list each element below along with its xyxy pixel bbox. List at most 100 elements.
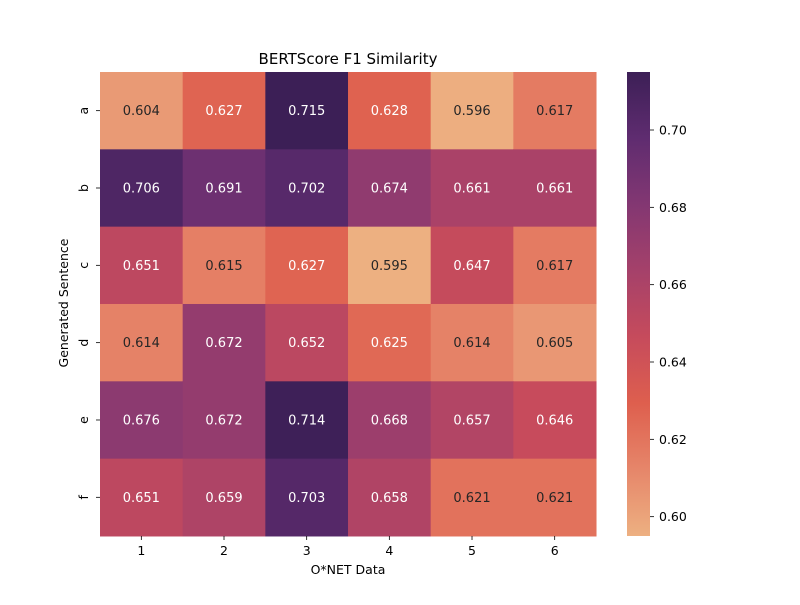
cell-value-label: 0.661 — [453, 181, 490, 196]
cell-value-label: 0.617 — [536, 104, 573, 119]
cell-value-label: 0.672 — [205, 336, 242, 351]
cell-value-label: 0.651 — [123, 259, 160, 274]
heatmap-cell — [182, 303, 266, 382]
heatmap-cell — [182, 226, 266, 305]
heatmap-cell — [430, 381, 514, 460]
cell-value-label: 0.702 — [288, 181, 325, 196]
colorbar-tick-label: 0.64 — [659, 355, 687, 370]
heatmap-cell — [430, 303, 514, 382]
cell-value-label: 0.627 — [288, 259, 325, 274]
heatmap-cell — [100, 149, 184, 228]
colorbar-tick-label: 0.70 — [659, 123, 687, 138]
cell-value-label: 0.715 — [288, 104, 325, 119]
cell-value-label: 0.672 — [205, 413, 242, 428]
heatmap-cell — [430, 72, 514, 150]
heatmap-cell — [265, 149, 349, 228]
heatmap-cell — [265, 458, 349, 537]
cell-value-label: 0.621 — [536, 491, 573, 506]
heatmap-cell — [348, 381, 432, 460]
heatmap-cell — [348, 303, 432, 382]
colorbar-tick-label: 0.60 — [659, 509, 687, 524]
colorbar: 0.60 0.62 0.64 0.66 0.68 0.70 — [627, 72, 687, 536]
cell-value-label: 0.627 — [205, 104, 242, 119]
x-tick-label: 4 — [385, 543, 393, 558]
y-tick-label: e — [76, 416, 91, 424]
y-tick-label: b — [76, 184, 91, 192]
y-axis-label: Generated Sentence — [56, 238, 71, 367]
cell-value-label: 0.706 — [123, 181, 160, 196]
heatmap-cell — [265, 72, 349, 150]
heatmap-cell — [265, 303, 349, 382]
x-tick-labels: 1 2 3 4 5 6 — [137, 535, 559, 558]
cell-value-label: 0.617 — [536, 259, 573, 274]
heatmap-cells: 0.604 0.627 0.715 0.628 0.596 0.617 0.706 0.691… — [100, 72, 597, 537]
heatmap-cell — [513, 149, 597, 228]
cell-value-label: 0.691 — [205, 181, 242, 196]
heatmap-cell — [100, 458, 184, 537]
heatmap-cell — [513, 72, 597, 150]
y-tick-label: d — [76, 339, 91, 347]
heatmap-cell — [430, 458, 514, 537]
heatmap-cell — [100, 381, 184, 460]
cell-value-label: 0.646 — [536, 413, 573, 428]
cell-value-label: 0.668 — [371, 413, 408, 428]
heatmap-cell — [182, 458, 266, 537]
cell-value-label: 0.703 — [288, 491, 325, 506]
chart-title: BERTScore F1 Similarity — [259, 50, 438, 68]
cell-value-label: 0.604 — [123, 104, 160, 119]
y-tick-label: f — [76, 495, 91, 500]
y-tick-labels: a b c d e f — [76, 107, 100, 500]
heatmap-cell — [100, 303, 184, 382]
cell-value-label: 0.676 — [123, 413, 160, 428]
heatmap-cell — [100, 226, 184, 305]
heatmap-cell — [513, 458, 597, 537]
cell-value-label: 0.674 — [371, 181, 408, 196]
heatmap-cell — [513, 381, 597, 460]
x-axis-label: O*NET Data — [311, 562, 386, 577]
cell-value-label: 0.625 — [371, 336, 408, 351]
x-tick-label: 2 — [220, 543, 228, 558]
cell-value-label: 0.621 — [453, 491, 490, 506]
cell-value-label: 0.605 — [536, 336, 573, 351]
y-tick-label: a — [76, 107, 91, 115]
cell-value-label: 0.658 — [371, 491, 408, 506]
cell-value-label: 0.614 — [453, 336, 490, 351]
heatmap-cell — [348, 226, 432, 305]
heatmap-cell — [348, 149, 432, 228]
colorbar-tick-label: 0.62 — [659, 432, 687, 447]
cell-value-label: 0.651 — [123, 491, 160, 506]
cell-value-label: 0.659 — [205, 491, 242, 506]
colorbar-tick-label: 0.66 — [659, 277, 687, 292]
x-tick-label: 1 — [137, 543, 145, 558]
cell-value-label: 0.615 — [205, 259, 242, 274]
heatmap-cell — [430, 149, 514, 228]
heatmap-cell — [430, 226, 514, 305]
x-tick-label: 6 — [551, 543, 559, 558]
heatmap-cell — [182, 149, 266, 228]
cell-value-label: 0.657 — [453, 413, 490, 428]
y-tick-label: c — [76, 262, 91, 269]
heatmap-cell — [348, 72, 432, 150]
cell-value-label: 0.628 — [371, 104, 408, 119]
cell-value-label: 0.661 — [536, 181, 573, 196]
x-tick-label: 3 — [303, 543, 311, 558]
heatmap-cell — [182, 72, 266, 150]
heatmap-cell — [513, 226, 597, 305]
heatmap-cell — [265, 381, 349, 460]
colorbar-gradient — [627, 72, 650, 536]
x-tick-label: 5 — [468, 543, 476, 558]
cell-value-label: 0.596 — [453, 104, 490, 119]
heatmap-cell — [100, 72, 184, 150]
cell-value-label: 0.614 — [123, 336, 160, 351]
cell-value-label: 0.714 — [288, 413, 325, 428]
colorbar-tick-label: 0.68 — [659, 200, 687, 215]
cell-value-label: 0.595 — [371, 259, 408, 274]
heatmap-cell — [348, 458, 432, 537]
cell-value-label: 0.652 — [288, 336, 325, 351]
heatmap-cell — [182, 381, 266, 460]
cell-value-label: 0.647 — [453, 259, 490, 274]
heatmap-cell — [513, 303, 597, 382]
heatmap-cell — [265, 226, 349, 305]
